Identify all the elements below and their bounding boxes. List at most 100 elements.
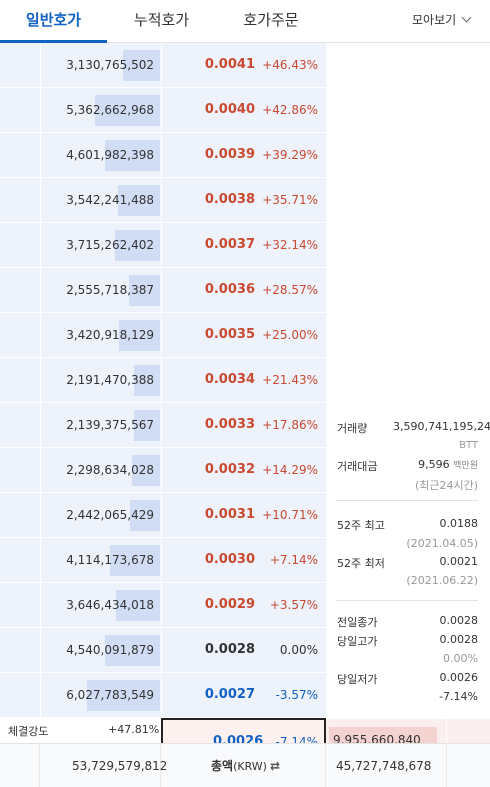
current-price-row[interactable]: 0.0026 -7.14% (161, 718, 326, 743)
ask-price-cell[interactable]: 0.0031 +10.71% (162, 493, 326, 538)
ask-price-cell[interactable]: 0.0030 +7.14% (162, 538, 326, 583)
ask-price-cell[interactable]: 0.0041 +46.43% (162, 43, 326, 88)
ask-depth-bar (105, 635, 160, 666)
low52-value: 0.0021 (439, 555, 479, 568)
ask-quantity: 3,715,262,402 (66, 238, 154, 252)
volume-value: 3,590,741,195,24 (393, 420, 490, 433)
orderbook-tabs: 일반호가 누적호가 호가주문 모아보기 (0, 0, 490, 43)
ask-rate: +17.86% (262, 418, 318, 432)
ask-quantity-cell: 2,139,375,567 (41, 403, 161, 448)
ask-row: 4,114,173,678 0.0030 +7.14% (0, 538, 326, 583)
ask-depth-bar (123, 50, 160, 81)
ask-price-cell[interactable]: 0.0028 0.00% (162, 628, 326, 673)
view-mode-select[interactable]: 모아보기 (400, 0, 490, 43)
ask-row: 4,601,982,398 0.0039 +39.29% (0, 133, 326, 178)
ask-price-cell[interactable]: 0.0040 +42.86% (162, 88, 326, 133)
ask-price-cell[interactable]: 0.0039 +39.29% (162, 133, 326, 178)
ask-quantity-cell: 4,540,091,879 (41, 628, 161, 673)
ask-quantity: 2,139,375,567 (66, 418, 154, 432)
ask-quantity: 4,114,173,678 (66, 553, 154, 567)
ask-quantity-cell: 2,191,470,388 (41, 358, 161, 403)
ask-price: 0.0027 (204, 687, 255, 702)
ask-quantity: 3,130,765,502 (66, 58, 154, 72)
amount-label: 거래대금 (337, 460, 378, 473)
bid-orderbook-partial: 체결강도 +47.81% 0.0026 -7.14% 9,955,660,840 (0, 717, 490, 743)
ask-price: 0.0039 (204, 147, 255, 162)
bid-depth-bar (329, 727, 437, 743)
ask-price-cell[interactable]: 0.0038 +35.71% (162, 178, 326, 223)
ask-quantity-cell: 3,715,262,402 (41, 223, 161, 268)
trade-strength-value: +47.81% (108, 723, 160, 736)
ask-empty-cell (0, 673, 40, 717)
ask-row: 3,715,262,402 0.0037 +32.14% (0, 223, 326, 268)
ask-quantity: 3,420,918,129 (66, 328, 154, 342)
day-high-label: 당일고가 (337, 635, 378, 648)
ask-price: 0.0030 (204, 552, 255, 567)
tab-cumulative-orderbook[interactable]: 누적호가 (133, 11, 190, 29)
ask-price: 0.0041 (204, 57, 255, 72)
ask-price-cell[interactable]: 0.0029 +3.57% (162, 583, 326, 628)
high52-date: (2021.04.05) (406, 537, 478, 550)
ask-quantity-cell: 3,646,434,018 (41, 583, 161, 628)
ask-quantity: 2,555,718,387 (66, 283, 154, 297)
ask-price: 0.0040 (204, 102, 255, 117)
ask-quantity: 3,646,434,018 (66, 598, 154, 612)
ask-rate: +42.86% (262, 103, 318, 117)
ask-empty-cell (0, 178, 40, 223)
ask-row: 2,442,065,429 0.0031 +10.71% (0, 493, 326, 538)
ask-rate: +3.57% (269, 598, 318, 612)
day-high-rate: 0.00% (443, 652, 478, 665)
ask-price-cell[interactable]: 0.0035 +25.00% (162, 313, 326, 358)
amount-value-group: 9,596 백만원 (418, 458, 478, 471)
ask-depth-bar (105, 140, 160, 171)
total-unit: (KRW) (233, 760, 267, 773)
ask-price-cell[interactable]: 0.0037 +32.14% (162, 223, 326, 268)
divider (336, 600, 478, 601)
ask-depth-bar (134, 365, 160, 396)
ask-depth-bar (87, 680, 160, 711)
ask-price-cell[interactable]: 0.0036 +28.57% (162, 268, 326, 313)
ask-price-cell[interactable]: 0.0034 +21.43% (162, 358, 326, 403)
ask-rate: +10.71% (262, 508, 318, 522)
tab-general-orderbook[interactable]: 일반호가 (0, 0, 107, 43)
total-currency-toggle[interactable]: 총액(KRW) ⇄ (211, 744, 280, 787)
ask-price: 0.0038 (204, 192, 255, 207)
ask-empty-cell (0, 223, 40, 268)
ask-price-cell[interactable]: 0.0032 +14.29% (162, 448, 326, 493)
ask-row: 2,191,470,388 0.0034 +21.43% (0, 358, 326, 403)
ask-price-cell[interactable]: 0.0027 -3.57% (162, 673, 326, 717)
trade-strength-label: 체결강도 (8, 725, 49, 738)
ask-row: 3,420,918,129 0.0035 +25.00% (0, 313, 326, 358)
ask-rate: +39.29% (262, 148, 318, 162)
ask-quantity: 3,542,241,488 (66, 193, 154, 207)
ask-price-cell[interactable]: 0.0033 +17.86% (162, 403, 326, 448)
chevron-down-icon (461, 12, 472, 23)
amount-value: 9,596 (418, 458, 450, 471)
swap-icon: ⇄ (269, 759, 281, 773)
day-high-value: 0.0028 (439, 633, 479, 646)
ask-depth-bar (130, 500, 160, 531)
ask-rate: +46.43% (262, 58, 318, 72)
ask-row: 3,542,241,488 0.0038 +35.71% (0, 178, 326, 223)
ask-rate: -3.57% (275, 688, 318, 702)
ask-quantity-cell: 4,601,982,398 (41, 133, 161, 178)
prev-close-value: 0.0028 (439, 614, 479, 627)
bid-total: 45,727,748,678 (336, 759, 432, 773)
ask-price: 0.0036 (204, 282, 255, 297)
ask-quantity-cell: 3,420,918,129 (41, 313, 161, 358)
ask-price: 0.0033 (204, 417, 255, 432)
orderbook-footer: 53,729,579,812 총액(KRW) ⇄ 45,727,748,678 (0, 743, 490, 787)
ask-depth-bar (132, 455, 160, 486)
tab-orderbook-order[interactable]: 호가주문 (243, 11, 299, 29)
ask-quantity-cell: 4,114,173,678 (41, 538, 161, 583)
ask-empty-cell (0, 583, 40, 628)
ask-quantity: 4,540,091,879 (66, 643, 154, 657)
low52-label: 52주 최저 (337, 557, 385, 570)
ask-depth-bar (119, 320, 160, 351)
ask-empty-cell (0, 88, 40, 133)
ask-quantity-cell: 3,542,241,488 (41, 178, 161, 223)
ask-depth-bar (134, 410, 160, 441)
current-price: 0.0026 (213, 734, 264, 743)
volume-label: 거래량 (337, 422, 368, 435)
day-low-value: 0.0026 (439, 671, 479, 684)
